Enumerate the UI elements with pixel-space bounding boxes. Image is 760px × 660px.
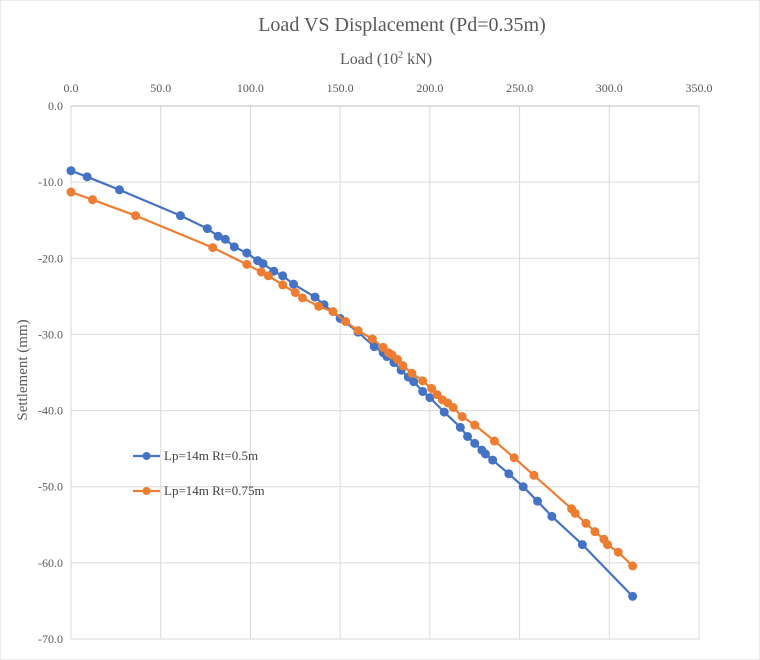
x-tick-label: 350.0 bbox=[686, 81, 713, 95]
y-tick-label: -50.0 bbox=[38, 480, 63, 494]
data-point bbox=[82, 172, 92, 182]
data-point bbox=[242, 259, 252, 269]
data-point bbox=[208, 243, 218, 253]
data-point bbox=[242, 248, 252, 258]
data-point bbox=[288, 279, 298, 289]
data-point bbox=[602, 540, 612, 550]
data-point bbox=[590, 527, 600, 537]
data-series bbox=[66, 166, 638, 601]
data-point bbox=[418, 387, 428, 397]
data-point bbox=[278, 280, 288, 290]
data-point bbox=[341, 316, 351, 326]
data-point bbox=[202, 224, 212, 234]
data-point bbox=[581, 518, 591, 528]
data-point bbox=[353, 326, 363, 336]
data-point bbox=[131, 211, 141, 221]
data-point bbox=[547, 511, 557, 521]
data-point bbox=[256, 267, 266, 277]
data-point bbox=[290, 288, 300, 298]
legend-item: Lp=14m Rt=0.5m bbox=[133, 448, 258, 463]
x-tick-label: 0.0 bbox=[64, 81, 79, 95]
data-point bbox=[66, 187, 76, 197]
y-tick-label: -10.0 bbox=[38, 175, 63, 189]
data-point bbox=[263, 271, 273, 281]
y-tick-label: -30.0 bbox=[38, 327, 63, 341]
data-point bbox=[258, 259, 268, 269]
data-point bbox=[570, 508, 580, 518]
y-axis-label: Settlement (mm) bbox=[15, 319, 31, 420]
data-point bbox=[427, 383, 437, 393]
data-point bbox=[470, 420, 480, 430]
grid-lines bbox=[70, 105, 700, 640]
data-point bbox=[175, 211, 185, 221]
data-point bbox=[418, 376, 428, 386]
x-axis-label: Load (102 kN) bbox=[340, 50, 432, 68]
data-point bbox=[409, 377, 419, 387]
x-tick-label: 200.0 bbox=[416, 81, 443, 95]
y-tick-label: -70.0 bbox=[38, 632, 63, 646]
data-point bbox=[114, 185, 124, 195]
data-point bbox=[398, 361, 408, 371]
data-point bbox=[529, 470, 539, 480]
data-point bbox=[577, 540, 587, 550]
data-point bbox=[518, 482, 528, 492]
data-point bbox=[432, 390, 442, 400]
data-point bbox=[533, 496, 543, 506]
data-point bbox=[328, 307, 338, 317]
data-point bbox=[407, 368, 417, 378]
data-point bbox=[229, 242, 239, 252]
legend-label: Lp=14m Rt=0.5m bbox=[164, 448, 258, 463]
data-point bbox=[393, 355, 403, 365]
data-point bbox=[488, 455, 498, 465]
y-tick-label: 0.0 bbox=[48, 99, 63, 113]
data-point bbox=[66, 166, 76, 176]
y-tick-label: -60.0 bbox=[38, 556, 63, 570]
x-tick-label: 150.0 bbox=[327, 81, 354, 95]
data-point bbox=[470, 438, 480, 448]
data-point bbox=[448, 403, 458, 413]
x-tick-label: 250.0 bbox=[506, 81, 533, 95]
data-point bbox=[378, 342, 388, 352]
data-point bbox=[310, 292, 320, 302]
data-point bbox=[455, 422, 465, 432]
legend-item: Lp=14m Rt=0.75m bbox=[133, 483, 265, 498]
y-tick-label: -40.0 bbox=[38, 404, 63, 418]
data-point bbox=[613, 547, 623, 557]
x-tick-label: 100.0 bbox=[237, 81, 264, 95]
x-axis-label-suffix: kN) bbox=[403, 51, 432, 68]
chart-title: Load VS Displacement (Pd=0.35m) bbox=[258, 14, 546, 36]
legend-marker bbox=[142, 487, 151, 495]
x-axis-label-superscript: 2 bbox=[398, 50, 403, 61]
data-point bbox=[220, 234, 230, 244]
data-point bbox=[628, 561, 638, 571]
data-point bbox=[463, 431, 473, 441]
tick-labels: 0.0 -10.0 -20.0 -30.0 -40.0 -50.0 -60.0 -70.0 0.… bbox=[38, 81, 713, 646]
data-point bbox=[439, 407, 449, 417]
x-tick-label: 300.0 bbox=[596, 81, 623, 95]
data-point bbox=[297, 293, 307, 303]
x-axis-label-prefix: Load (10 bbox=[340, 51, 398, 68]
legend: Lp=14m Rt=0.5m Lp=14m Rt=0.75m bbox=[133, 448, 265, 498]
data-point bbox=[480, 449, 490, 459]
x-tick-label: 50.0 bbox=[150, 81, 171, 95]
data-point bbox=[509, 453, 519, 463]
data-point bbox=[314, 301, 324, 311]
series-2 bbox=[66, 187, 638, 571]
data-point bbox=[504, 469, 514, 479]
y-tick-label: -20.0 bbox=[38, 251, 63, 265]
data-point bbox=[88, 195, 98, 205]
data-point bbox=[278, 271, 288, 281]
data-point bbox=[457, 412, 467, 422]
data-point bbox=[628, 591, 638, 601]
legend-label: Lp=14m Rt=0.75m bbox=[164, 483, 265, 498]
data-point bbox=[367, 334, 377, 344]
data-point bbox=[489, 436, 499, 446]
legend-marker bbox=[142, 452, 151, 460]
